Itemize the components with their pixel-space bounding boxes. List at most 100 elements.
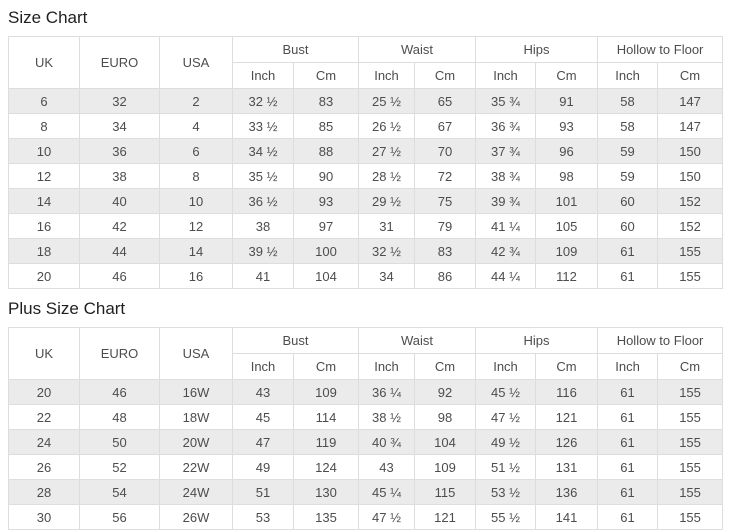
header-row-groups: UK EURO USA Bust Waist Hips Hollow to Floor	[8, 327, 724, 380]
unit-header: Cm	[535, 353, 599, 380]
column-header: UK	[8, 327, 80, 380]
unit-header: Inch	[597, 62, 659, 89]
cell: 20W	[159, 429, 233, 455]
cell: 41	[232, 263, 294, 289]
column-header: Bust	[231, 36, 360, 63]
cell: 20	[8, 263, 80, 289]
cell: 91	[535, 88, 599, 114]
table-header: UK EURO USA Bust Waist Hips Hollow to Floor Inc…	[8, 327, 724, 380]
cell: 18W	[159, 404, 233, 430]
cell: 109	[414, 454, 477, 480]
column-header: Bust	[231, 327, 360, 354]
column-header: EURO	[79, 36, 160, 89]
cell: 47	[232, 429, 294, 455]
cell: 59	[597, 138, 659, 164]
size-chart-section: Size Chart UK EURO USA Bust Waist Hips Hollow …	[8, 8, 724, 289]
cell: 112	[535, 263, 599, 289]
cell: 32 ½	[358, 238, 416, 264]
cell: 104	[414, 429, 477, 455]
cell: 141	[535, 504, 599, 530]
cell: 92	[414, 379, 477, 405]
cell: 40 ¾	[358, 429, 416, 455]
cell: 20	[8, 379, 80, 405]
cell: 155	[657, 479, 724, 505]
cell: 98	[535, 163, 599, 189]
cell: 22W	[159, 454, 233, 480]
cell: 43	[358, 454, 416, 480]
cell: 6	[159, 138, 233, 164]
column-header: Hollow to Floor	[597, 36, 724, 63]
table-row: 16 42 12 38 97 31 79 41 ¼ 105 60 152	[8, 213, 724, 239]
cell: 38 ¾	[475, 163, 537, 189]
cell: 85	[292, 113, 360, 139]
cell: 45 ¼	[358, 479, 416, 505]
cell: 93	[292, 188, 360, 214]
cell: 38	[79, 163, 160, 189]
cell: 36	[79, 138, 160, 164]
unit-header: Cm	[292, 62, 360, 89]
size-chart-title: Size Chart	[8, 8, 88, 27]
cell: 32	[79, 88, 160, 114]
cell: 58	[597, 113, 659, 139]
cell: 45 ½	[475, 379, 537, 405]
plus-size-chart-title: Plus Size Chart	[8, 299, 126, 318]
cell: 16	[8, 213, 80, 239]
cell: 28	[8, 479, 80, 505]
unit-header: Cm	[657, 353, 724, 380]
unit-header: Inch	[475, 62, 537, 89]
cell: 52	[79, 454, 160, 480]
column-header: Waist	[358, 36, 477, 63]
table-header: UK EURO USA Bust Waist Hips Hollow to Floor Inc…	[8, 36, 724, 89]
cell: 31	[358, 213, 416, 239]
cell: 45	[232, 404, 294, 430]
header-row-units: Inch Cm Inch Cm Inch Cm Inch Cm	[9, 353, 724, 380]
cell: 130	[292, 479, 360, 505]
table-row: 20 46 16 41 104 34 86 44 ¼ 112 61 155	[8, 263, 724, 289]
unit-header: Cm	[414, 62, 477, 89]
unit-header: Inch	[232, 353, 294, 380]
cell: 8	[8, 113, 80, 139]
unit-header: Inch	[597, 353, 659, 380]
cell: 27 ½	[358, 138, 416, 164]
cell: 109	[292, 379, 360, 405]
cell: 12	[8, 163, 80, 189]
table-row: 22 48 18W 45 114 38 ½ 98 47 ½ 121 61 155	[8, 404, 724, 430]
cell: 96	[535, 138, 599, 164]
table-body: 6 32 2 32 ½ 83 25 ½ 65 35 ¾ 91 58 147 8 34 4 33 ½ 85 26 …	[8, 88, 724, 289]
cell: 119	[292, 429, 360, 455]
size-chart-table: UK EURO USA Bust Waist Hips Hollow to Floor Inc…	[8, 36, 724, 289]
cell: 147	[657, 88, 724, 114]
table-row: 26 52 22W 49 124 43 109 51 ½ 131 61 155	[8, 454, 724, 480]
unit-header: Cm	[292, 353, 360, 380]
cell: 51 ½	[475, 454, 537, 480]
cell: 41 ¼	[475, 213, 537, 239]
cell: 147	[657, 113, 724, 139]
cell: 131	[535, 454, 599, 480]
cell: 121	[414, 504, 477, 530]
unit-header: Inch	[358, 353, 416, 380]
cell: 29 ½	[358, 188, 416, 214]
cell: 49	[232, 454, 294, 480]
cell: 115	[414, 479, 477, 505]
cell: 155	[657, 379, 724, 405]
cell: 14	[8, 188, 80, 214]
cell: 150	[657, 138, 724, 164]
cell: 88	[292, 138, 360, 164]
cell: 54	[79, 479, 160, 505]
cell: 121	[535, 404, 599, 430]
cell: 16	[159, 263, 233, 289]
cell: 48	[79, 404, 160, 430]
cell: 16W	[159, 379, 233, 405]
cell: 104	[292, 263, 360, 289]
unit-header: Cm	[414, 353, 477, 380]
cell: 35 ½	[232, 163, 294, 189]
header-row-units: Inch Cm Inch Cm Inch Cm Inch Cm	[9, 62, 724, 89]
cell: 59	[597, 163, 659, 189]
table-row: 18 44 14 39 ½ 100 32 ½ 83 42 ¾ 109 61 155	[8, 238, 724, 264]
cell: 10	[159, 188, 233, 214]
cell: 105	[535, 213, 599, 239]
cell: 50	[79, 429, 160, 455]
cell: 61	[597, 504, 659, 530]
cell: 155	[657, 504, 724, 530]
column-header: USA	[159, 327, 233, 380]
